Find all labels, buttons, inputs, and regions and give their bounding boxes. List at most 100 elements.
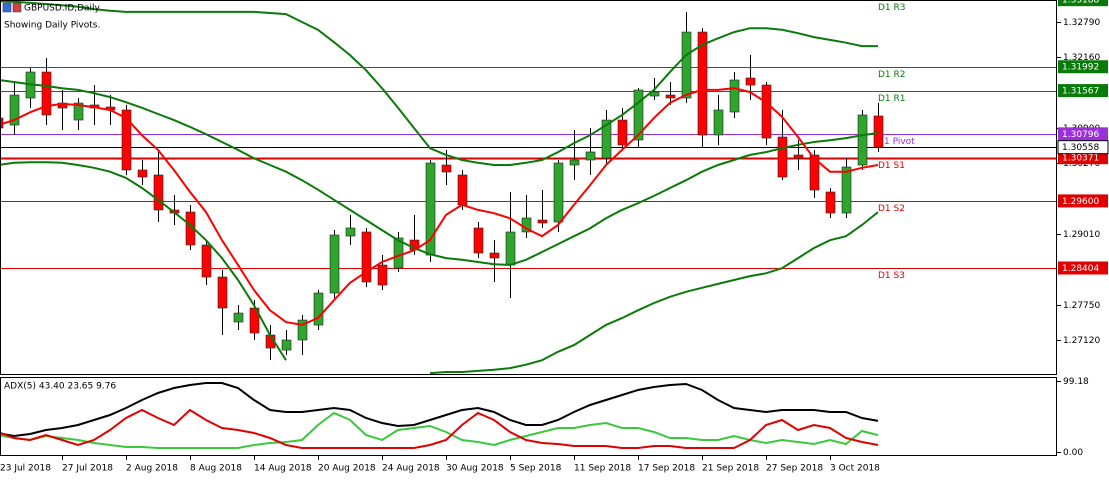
candle-body (729, 79, 740, 113)
current-price-box (1057, 140, 1109, 155)
candle-body (297, 319, 308, 341)
level-price-label: 1.28404 (1062, 264, 1099, 274)
candle-body (489, 252, 500, 259)
main-frame (0, 0, 1057, 375)
candle-body (809, 154, 820, 191)
x-tick-label: 3 Oct 2018 (830, 464, 880, 474)
pivot-level-label: 1 Pivot (884, 137, 915, 147)
x-tick-label: 20 Aug 2018 (318, 464, 376, 474)
x-tick-label: 5 Sep 2018 (510, 464, 562, 474)
candle-body (777, 136, 788, 178)
candle-body (73, 102, 84, 121)
level-price-label: 1.29600 (1062, 197, 1099, 207)
candle-body (345, 227, 356, 237)
pivot-level-label: D1 S1 (878, 161, 905, 171)
candle-body (713, 109, 724, 136)
level-price-box (1058, 60, 1108, 74)
candle-body (121, 109, 132, 171)
candle-body (201, 244, 212, 278)
y-tick-label: 1.32790 (1063, 18, 1100, 28)
x-tick-label: 2 Aug 2018 (126, 464, 178, 474)
candle-body (329, 234, 340, 294)
candle-body (505, 231, 516, 266)
x-tick-label: 24 Aug 2018 (382, 464, 440, 474)
candle-body (617, 119, 628, 146)
level-price-box (1058, 127, 1108, 141)
candle-body (841, 166, 852, 214)
candle-body (745, 77, 756, 86)
candle-body (9, 94, 20, 126)
main-pane: D1 R3 D1 R2 D1 R1 1 Pivot D1 S1 D1 S2 D1 S3 (0, 0, 1057, 375)
indicator-line (0, 87, 879, 326)
candle-body (377, 264, 388, 286)
candle-body (153, 174, 164, 211)
indicator-line (0, 0, 878, 166)
level-price-box (1058, 194, 1108, 208)
candle-body (793, 154, 804, 159)
level-price-box (1058, 151, 1108, 165)
y-tick-label: 1.32160 (1063, 53, 1100, 63)
candle-body (361, 231, 372, 283)
current-price-label: 1.30558 (1062, 143, 1099, 153)
adx-line (0, 382, 879, 438)
y-tick-label: 1.27750 (1063, 301, 1100, 311)
candle-body (313, 292, 324, 326)
candle-body (601, 119, 612, 159)
candle-body (681, 31, 692, 99)
candle-body (41, 71, 52, 116)
indicator-line (0, 161, 879, 375)
candle-body (825, 191, 836, 214)
y-tick-label: 0.00 (1063, 448, 1083, 458)
adx-pane (0, 382, 879, 449)
pivot-level-label: D1 R3 (878, 3, 906, 13)
candle-body (233, 312, 244, 323)
pivot-level-label: D1 R2 (878, 70, 906, 80)
candle-body (457, 174, 468, 206)
candle-body (137, 169, 148, 178)
x-tick-label: 23 Jul 2018 (0, 464, 51, 474)
window-icons (2, 2, 22, 13)
x-tick-label: 11 Sep 2018 (574, 464, 631, 474)
y-tick-label: 1.29010 (1063, 230, 1100, 240)
x-tick-label: 27 Sep 2018 (766, 464, 823, 474)
pivot-level-label: D1 S2 (878, 204, 905, 214)
icon (12, 2, 22, 13)
level-price-box (1058, 261, 1108, 275)
pivot-level-label: D1 R1 (878, 94, 906, 104)
candle-body (281, 339, 292, 351)
x-tick-label: 17 Sep 2018 (638, 464, 695, 474)
x-tick-label: 8 Aug 2018 (190, 464, 242, 474)
candle-body (761, 84, 772, 139)
level-price-label: 1.30796 (1062, 130, 1099, 140)
candle-body (633, 89, 644, 141)
candle-body (393, 237, 404, 269)
chart-subtitle: Showing Daily Pivots. (4, 21, 100, 31)
adx-line (0, 411, 879, 449)
level-price-box (1058, 0, 1108, 7)
level-price-label: 1.33188 (1062, 0, 1099, 6)
candle-body (857, 114, 868, 166)
level-price-label: 1.31992 (1062, 63, 1099, 73)
x-tick-label: 30 Aug 2018 (446, 464, 504, 474)
candle-body (569, 159, 580, 166)
x-tick-label: 27 Jul 2018 (62, 464, 113, 474)
candle-body (553, 162, 564, 223)
candle-body (473, 227, 484, 254)
x-tick-label: 14 Aug 2018 (254, 464, 312, 474)
candle-body (585, 151, 596, 161)
level-price-box (1058, 84, 1108, 98)
x-tick-label: 21 Sep 2018 (702, 464, 759, 474)
pivot-level-label: D1 S3 (878, 271, 905, 281)
candle-body (537, 219, 548, 224)
candle-body (697, 31, 708, 136)
adx-line (0, 408, 879, 449)
indicator-line (0, 79, 879, 266)
level-price-label: 1.30371 (1062, 154, 1099, 164)
indicator-title: ADX(5) 43.40 23.65 9.76 (4, 382, 116, 392)
level-price-label: 1.31567 (1062, 87, 1099, 97)
y-tick-label: 99.18 (1063, 377, 1089, 387)
